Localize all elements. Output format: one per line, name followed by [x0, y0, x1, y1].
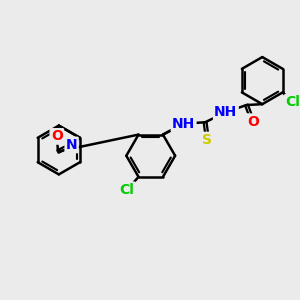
Text: O: O [51, 129, 63, 143]
Text: N: N [176, 118, 188, 132]
Text: Cl: Cl [285, 95, 300, 110]
Text: S: S [202, 133, 212, 147]
Text: NH: NH [214, 105, 237, 119]
Text: N: N [66, 138, 77, 152]
Text: H: H [176, 118, 187, 131]
Text: Cl: Cl [120, 183, 134, 197]
Text: O: O [247, 115, 259, 129]
Text: NH: NH [172, 117, 195, 131]
